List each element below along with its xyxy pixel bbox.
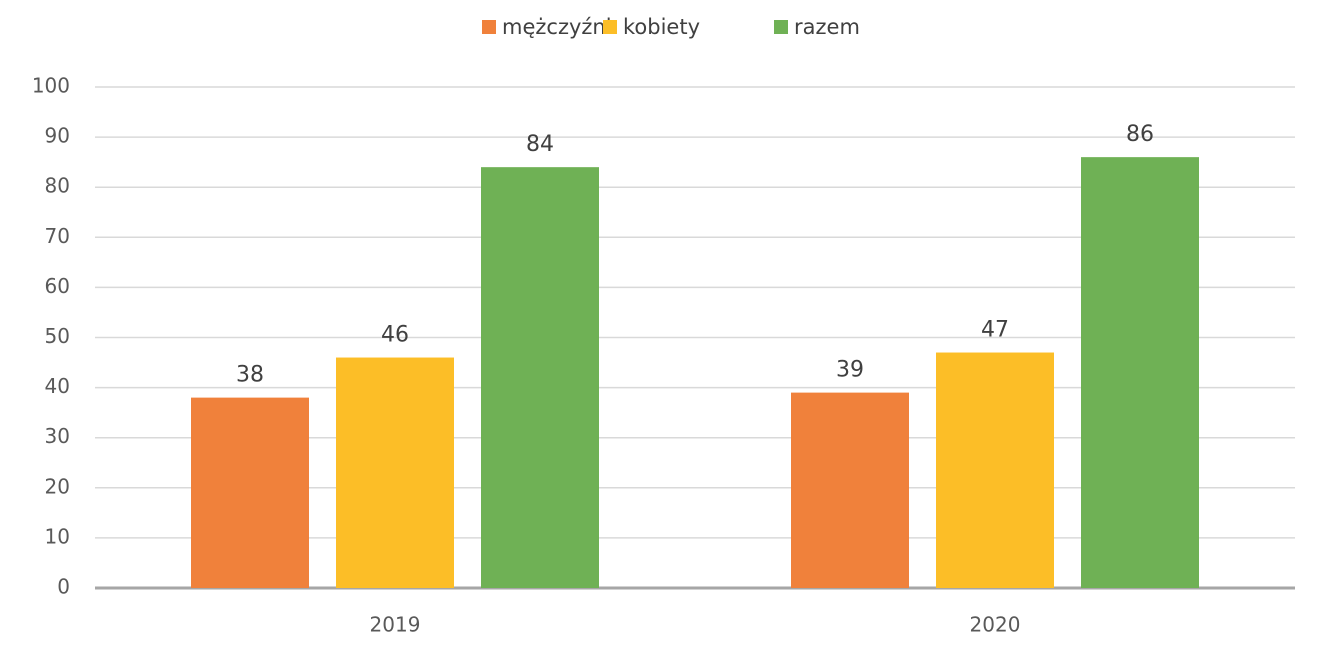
legend-swatch — [603, 20, 617, 34]
y-tick-label: 40 — [45, 374, 70, 398]
data-label: 39 — [836, 358, 864, 383]
bar — [191, 397, 309, 588]
legend-swatch — [774, 20, 788, 34]
y-tick-label: 10 — [45, 524, 70, 548]
bar — [791, 392, 909, 588]
bar — [481, 167, 599, 588]
x-tick-label: 2020 — [970, 613, 1021, 637]
data-label: 47 — [981, 318, 1009, 343]
y-tick-label: 70 — [45, 224, 70, 248]
legend-swatch — [482, 20, 496, 34]
y-tick-label: 90 — [45, 124, 70, 148]
legend-label: mężczyźni — [502, 15, 612, 39]
y-tick-label: 20 — [45, 474, 70, 498]
legend-label: kobiety — [623, 15, 700, 39]
y-tick-label: 0 — [57, 575, 70, 599]
bar — [336, 357, 454, 588]
bar — [1081, 157, 1199, 588]
y-tick-label: 50 — [45, 324, 70, 348]
y-tick-label: 80 — [45, 174, 70, 198]
data-label: 38 — [236, 363, 264, 388]
data-label: 84 — [526, 132, 554, 157]
legend-label: razem — [794, 15, 860, 39]
data-label: 46 — [381, 323, 409, 348]
y-tick-label: 30 — [45, 424, 70, 448]
y-tick-label: 100 — [32, 74, 70, 98]
x-tick-label: 2019 — [370, 613, 421, 637]
bar — [936, 352, 1054, 588]
data-label: 86 — [1126, 122, 1154, 147]
y-tick-label: 60 — [45, 274, 70, 298]
